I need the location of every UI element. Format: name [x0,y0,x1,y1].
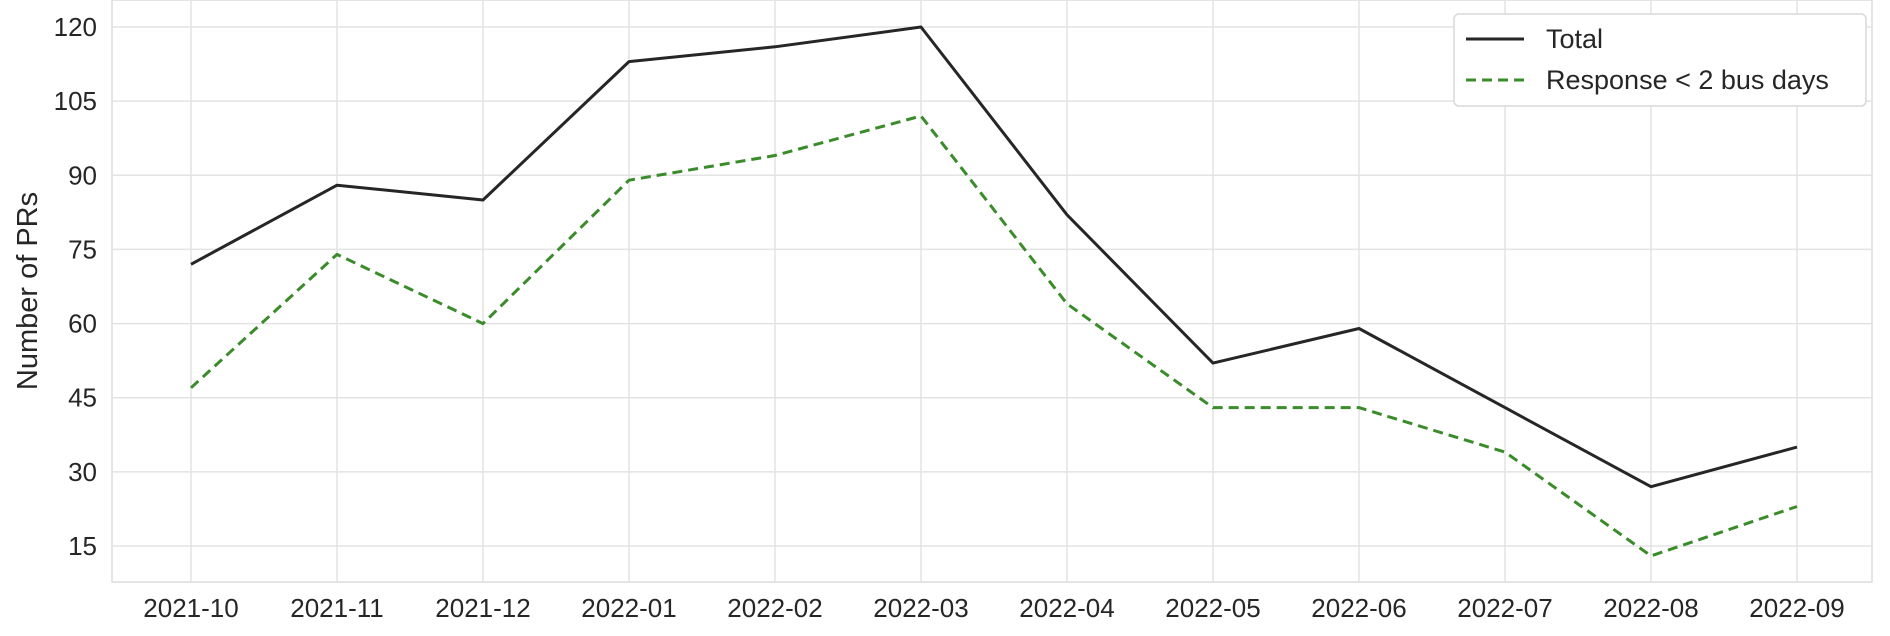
y-tick-label: 90 [68,160,97,190]
x-tick-labels: 2021-10 2021-11 2021-12 2022-01 2022-02 2022-… [143,593,1844,623]
x-tick-label: 2022-02 [727,593,822,623]
y-tick-label: 45 [68,383,97,413]
x-tick-label: 2022-07 [1457,593,1552,623]
series-line-response [189,114,1798,558]
x-tick-label: 2022-06 [1311,593,1406,623]
series-lines [189,25,1798,558]
y-tick-label: 75 [68,234,97,264]
x-tick-label: 2021-12 [435,593,530,623]
legend-label-response: Response < 2 bus days [1546,65,1829,95]
x-tick-label: 2021-11 [290,593,384,623]
x-tick-label: 2022-04 [1019,593,1114,623]
x-tick-label: 2022-05 [1165,593,1260,623]
y-tick-label: 30 [68,457,97,487]
legend-label-total: Total [1546,24,1603,54]
y-tick-labels: 15 30 45 60 75 90 105 120 [54,12,97,561]
x-tick-label: 2022-03 [873,593,968,623]
x-tick-label: 2022-09 [1749,593,1844,623]
x-tick-label: 2022-01 [581,593,676,623]
series-line-total [190,25,1798,489]
y-tick-label: 15 [68,531,97,561]
y-tick-label: 120 [54,12,97,42]
x-tick-label: 2021-10 [143,593,238,623]
x-tick-label: 2022-08 [1603,593,1698,623]
legend: Total Response < 2 bus days [1453,13,1867,107]
y-tick-label: 105 [54,86,97,116]
y-axis-label: Number of PRs [12,192,44,390]
legend-box [1453,13,1867,107]
y-tick-label: 60 [68,309,97,339]
